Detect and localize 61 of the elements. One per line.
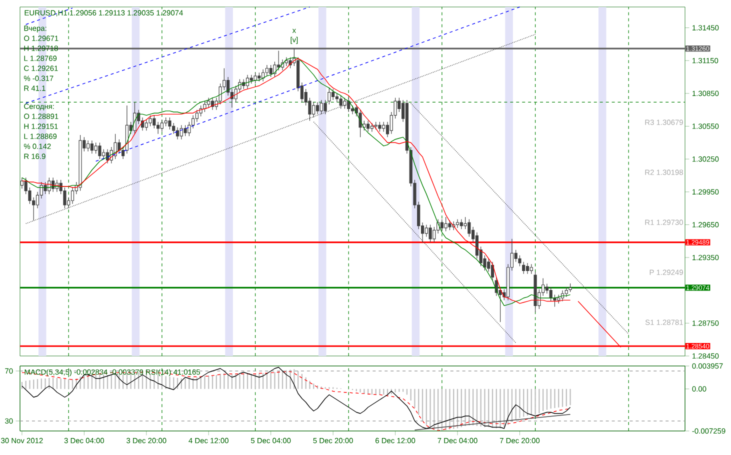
candlestick — [564, 286, 568, 298]
candlestick — [456, 218, 460, 228]
candlestick — [114, 134, 117, 160]
candlestick — [184, 124, 187, 136]
candlestick — [160, 119, 164, 132]
candlestick — [424, 224, 428, 238]
candlestick — [226, 76, 230, 96]
candlestick — [144, 119, 148, 131]
candlestick — [370, 122, 374, 132]
candlestick — [148, 114, 152, 127]
candlestick — [335, 93, 338, 102]
candlestick — [152, 114, 156, 129]
candlestick — [320, 100, 323, 114]
candlestick — [522, 262, 526, 274]
candlestick — [195, 110, 198, 122]
candlestick — [378, 122, 382, 132]
candlestick — [254, 72, 257, 84]
candlestick — [168, 117, 172, 130]
candlestick — [234, 85, 238, 102]
candlestick — [324, 100, 327, 114]
candlestick — [448, 220, 452, 230]
candlestick — [269, 64, 272, 78]
candlestick — [176, 127, 180, 140]
candlestick — [366, 120, 370, 132]
candlestick — [218, 83, 222, 105]
candlestick — [526, 262, 530, 274]
candlestick — [192, 114, 195, 129]
candlestick — [468, 218, 471, 238]
candlestick — [180, 124, 183, 140]
candlestick — [133, 102, 136, 134]
candlestick — [545, 283, 548, 294]
candlestick — [440, 218, 444, 232]
candlestick — [328, 88, 331, 105]
candlestick — [358, 110, 362, 138]
candlestick — [553, 294, 556, 308]
candlestick — [122, 146, 125, 160]
candlestick — [63, 187, 66, 209]
candlestick — [273, 61, 276, 78]
candlestick — [428, 224, 432, 243]
candlestick — [203, 100, 206, 112]
candlestick — [188, 122, 191, 136]
candlestick — [332, 88, 335, 100]
candlestick — [339, 95, 342, 110]
candlestick — [20, 177, 24, 189]
candlestick — [207, 97, 210, 108]
candlestick — [210, 97, 214, 110]
candlestick — [518, 255, 522, 267]
candlestick — [343, 97, 346, 110]
candlestick — [316, 102, 320, 114]
candlestick — [444, 216, 448, 232]
candlestick — [70, 187, 74, 204]
candlestick — [86, 140, 90, 152]
candlestick — [277, 50, 280, 71]
candlestick — [94, 142, 98, 154]
candlestick — [460, 218, 463, 230]
candlestick — [530, 264, 533, 274]
candlestick — [98, 142, 102, 160]
candlestick — [265, 64, 268, 76]
candlestick — [312, 102, 316, 118]
candlestick — [90, 140, 94, 154]
candlestick — [172, 122, 176, 134]
